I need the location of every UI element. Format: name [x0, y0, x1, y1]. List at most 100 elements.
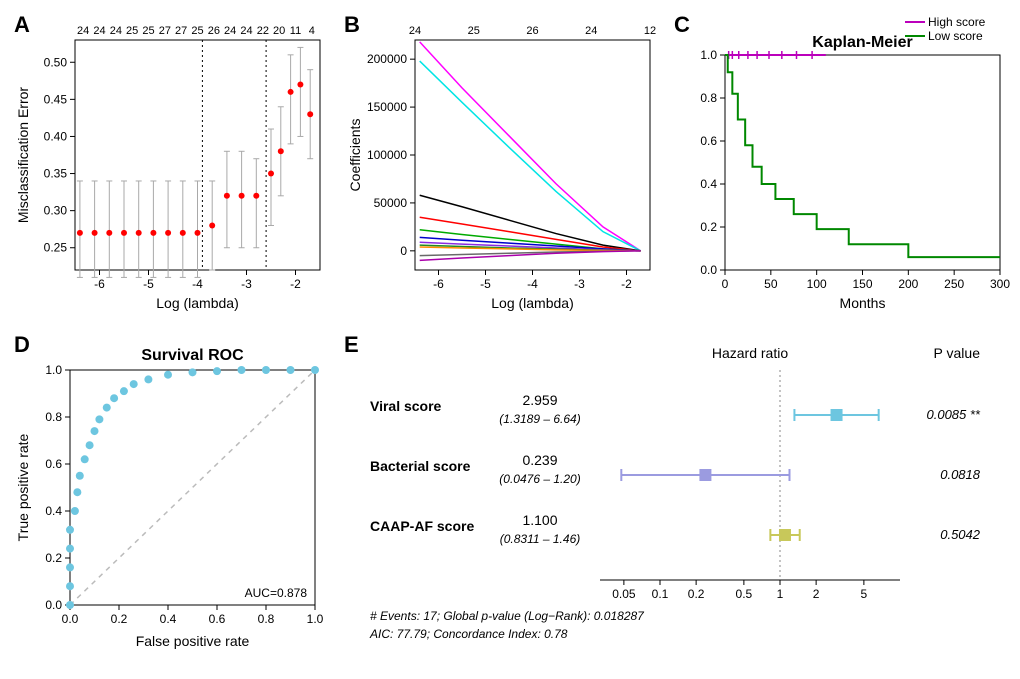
- svg-text:11: 11: [290, 25, 301, 37]
- svg-text:0.1: 0.1: [652, 587, 669, 601]
- svg-text:250: 250: [944, 277, 964, 291]
- panel-d-label: D: [14, 332, 30, 358]
- svg-text:(0.8311 – 1.46): (0.8311 – 1.46): [500, 532, 581, 546]
- svg-text:300: 300: [990, 277, 1010, 291]
- svg-text:27: 27: [175, 25, 187, 37]
- svg-text:-3: -3: [574, 277, 585, 291]
- svg-text:True positive rate: True positive rate: [15, 433, 31, 541]
- svg-text:24: 24: [240, 25, 252, 37]
- svg-text:0: 0: [400, 244, 407, 258]
- svg-text:1.0: 1.0: [45, 363, 62, 377]
- panel-e-label: E: [344, 332, 359, 358]
- svg-text:-3: -3: [241, 277, 252, 291]
- panel-a-chart: 24242425252727252624242220114-6-5-4-3-20…: [10, 10, 330, 320]
- svg-text:100000: 100000: [367, 148, 407, 162]
- svg-text:200: 200: [898, 277, 918, 291]
- svg-text:0.239: 0.239: [522, 452, 557, 468]
- svg-text:High score: High score: [928, 15, 986, 29]
- svg-text:P value: P value: [934, 345, 981, 361]
- svg-text:0.25: 0.25: [44, 241, 68, 255]
- svg-text:2.959: 2.959: [522, 392, 557, 408]
- panel-d: D Survival ROC 0.0 0.2 0.4 0.6 0.8 1.0 0.0 0.2 0.…: [10, 330, 330, 660]
- svg-text:0.2: 0.2: [688, 587, 705, 601]
- svg-text:0.8: 0.8: [45, 410, 62, 424]
- svg-text:-2: -2: [290, 277, 301, 291]
- svg-text:Misclassification Error: Misclassification Error: [15, 87, 31, 223]
- svg-text:50: 50: [764, 277, 778, 291]
- svg-text:0.30: 0.30: [44, 204, 68, 218]
- svg-text:25: 25: [142, 25, 154, 37]
- svg-text:12: 12: [644, 25, 656, 37]
- panel-c-chart: Kaplan-MeierHigh scoreLow score050100150…: [670, 10, 1010, 320]
- svg-text:22: 22: [257, 25, 269, 37]
- panel-c: C Kaplan-MeierHigh scoreLow score0501001…: [670, 10, 1010, 320]
- svg-text:0.0: 0.0: [62, 612, 79, 626]
- svg-text:5: 5: [861, 587, 868, 601]
- svg-text:-6: -6: [94, 277, 105, 291]
- svg-text:0.4: 0.4: [45, 504, 62, 518]
- svg-text:50000: 50000: [374, 196, 408, 210]
- svg-text:AIC: 77.79; Concordance Index:: AIC: 77.79; Concordance Index: 0.78: [369, 627, 568, 641]
- svg-text:24: 24: [585, 25, 597, 37]
- svg-text:Low score: Low score: [928, 29, 983, 43]
- svg-text:Kaplan-Meier: Kaplan-Meier: [812, 34, 912, 51]
- svg-text:0.5042: 0.5042: [940, 527, 981, 542]
- svg-text:25: 25: [126, 25, 138, 37]
- svg-text:(0.0476 – 1.20): (0.0476 – 1.20): [499, 472, 580, 486]
- svg-text:27: 27: [159, 25, 171, 37]
- svg-text:Hazard ratio: Hazard ratio: [712, 345, 788, 361]
- svg-text:24: 24: [224, 25, 236, 37]
- svg-text:0: 0: [722, 277, 729, 291]
- svg-text:0.8: 0.8: [258, 612, 275, 626]
- svg-text:Bacterial score: Bacterial score: [370, 458, 471, 474]
- svg-text:Viral score: Viral score: [370, 398, 442, 414]
- svg-text:-5: -5: [480, 277, 491, 291]
- svg-text:25: 25: [468, 25, 480, 37]
- svg-text:0.2: 0.2: [700, 220, 717, 234]
- svg-text:Log (lambda): Log (lambda): [491, 295, 574, 311]
- svg-text:0.2: 0.2: [111, 612, 128, 626]
- svg-text:Coefficients: Coefficients: [347, 119, 363, 192]
- svg-text:150: 150: [852, 277, 872, 291]
- svg-text:0.0085 **: 0.0085 **: [927, 407, 981, 422]
- svg-text:0.2: 0.2: [45, 551, 62, 565]
- panel-b-chart: 2425262412-6-5-4-3-205000010000015000020…: [340, 10, 660, 320]
- svg-text:20: 20: [273, 25, 285, 37]
- svg-text:1.0: 1.0: [307, 612, 324, 626]
- svg-text:0.6: 0.6: [45, 457, 62, 471]
- svg-text:0.4: 0.4: [160, 612, 177, 626]
- svg-text:0.05: 0.05: [612, 587, 636, 601]
- svg-text:4: 4: [309, 25, 315, 37]
- svg-text:-5: -5: [143, 277, 154, 291]
- svg-text:150000: 150000: [367, 100, 407, 114]
- svg-text:0.8: 0.8: [700, 91, 717, 105]
- svg-text:0.40: 0.40: [44, 129, 68, 143]
- svg-text:Log (lambda): Log (lambda): [156, 295, 239, 311]
- panel-c-label: C: [674, 12, 690, 38]
- panel-e: E Hazard ratio P value Viral score 2.959 (1.…: [340, 330, 1010, 660]
- svg-text:-2: -2: [621, 277, 632, 291]
- svg-text:-4: -4: [527, 277, 538, 291]
- svg-text:24: 24: [409, 25, 421, 37]
- svg-text:0.0: 0.0: [45, 598, 62, 612]
- svg-text:26: 26: [526, 25, 538, 37]
- svg-text:2: 2: [813, 587, 820, 601]
- svg-text:24: 24: [77, 25, 89, 37]
- svg-text:0.6: 0.6: [209, 612, 226, 626]
- svg-text:Survival ROC: Survival ROC: [141, 347, 244, 364]
- svg-text:-4: -4: [192, 277, 203, 291]
- svg-text:1: 1: [777, 587, 784, 601]
- svg-text:26: 26: [208, 25, 220, 37]
- svg-text:CAAP-AF score: CAAP-AF score: [370, 518, 474, 534]
- svg-text:1.0: 1.0: [700, 48, 717, 62]
- panel-b-label: B: [344, 12, 360, 38]
- svg-text:25: 25: [191, 25, 203, 37]
- svg-text:200000: 200000: [367, 52, 407, 66]
- svg-text:0.0: 0.0: [700, 263, 717, 277]
- svg-text:24: 24: [93, 25, 105, 37]
- svg-text:0.5: 0.5: [736, 587, 753, 601]
- svg-text:(1.3189 – 6.64): (1.3189 – 6.64): [499, 412, 580, 426]
- svg-text:0.6: 0.6: [700, 134, 717, 148]
- svg-text:False positive rate: False positive rate: [136, 633, 250, 649]
- svg-text:1.100: 1.100: [522, 512, 557, 528]
